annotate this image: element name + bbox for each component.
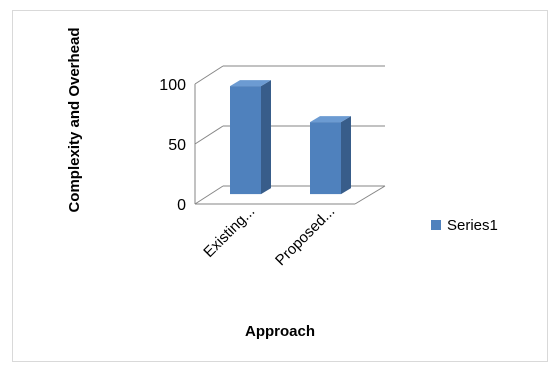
bars	[230, 80, 351, 195]
bar-front	[230, 86, 261, 195]
bar-side	[341, 116, 351, 195]
floor-right-edge	[354, 185, 386, 205]
legend-label: Series1	[447, 217, 498, 234]
y-axis-label: Complexity and Overhead	[66, 27, 83, 212]
gridlines	[194, 65, 386, 205]
y-tick-label: 0	[177, 197, 186, 214]
gridline-side	[194, 125, 224, 145]
x-axis-ticks: Existing... Proposed...	[200, 203, 338, 269]
y-axis-ticks: 0 50 100	[159, 77, 186, 214]
legend-swatch	[431, 220, 441, 230]
bar-front	[310, 122, 341, 195]
x-axis-label: Approach	[245, 323, 315, 340]
gridline-side	[194, 65, 224, 85]
y-tick-label: 100	[159, 77, 186, 94]
y-tick-label: 50	[168, 137, 186, 154]
x-tick-label: Proposed...	[272, 203, 338, 269]
bar-side	[261, 80, 271, 195]
legend: Series1	[431, 217, 498, 234]
bar-top	[310, 116, 351, 123]
gridline-side	[194, 185, 224, 205]
x-tick-label: Existing...	[200, 203, 258, 261]
bar-top	[230, 80, 271, 87]
